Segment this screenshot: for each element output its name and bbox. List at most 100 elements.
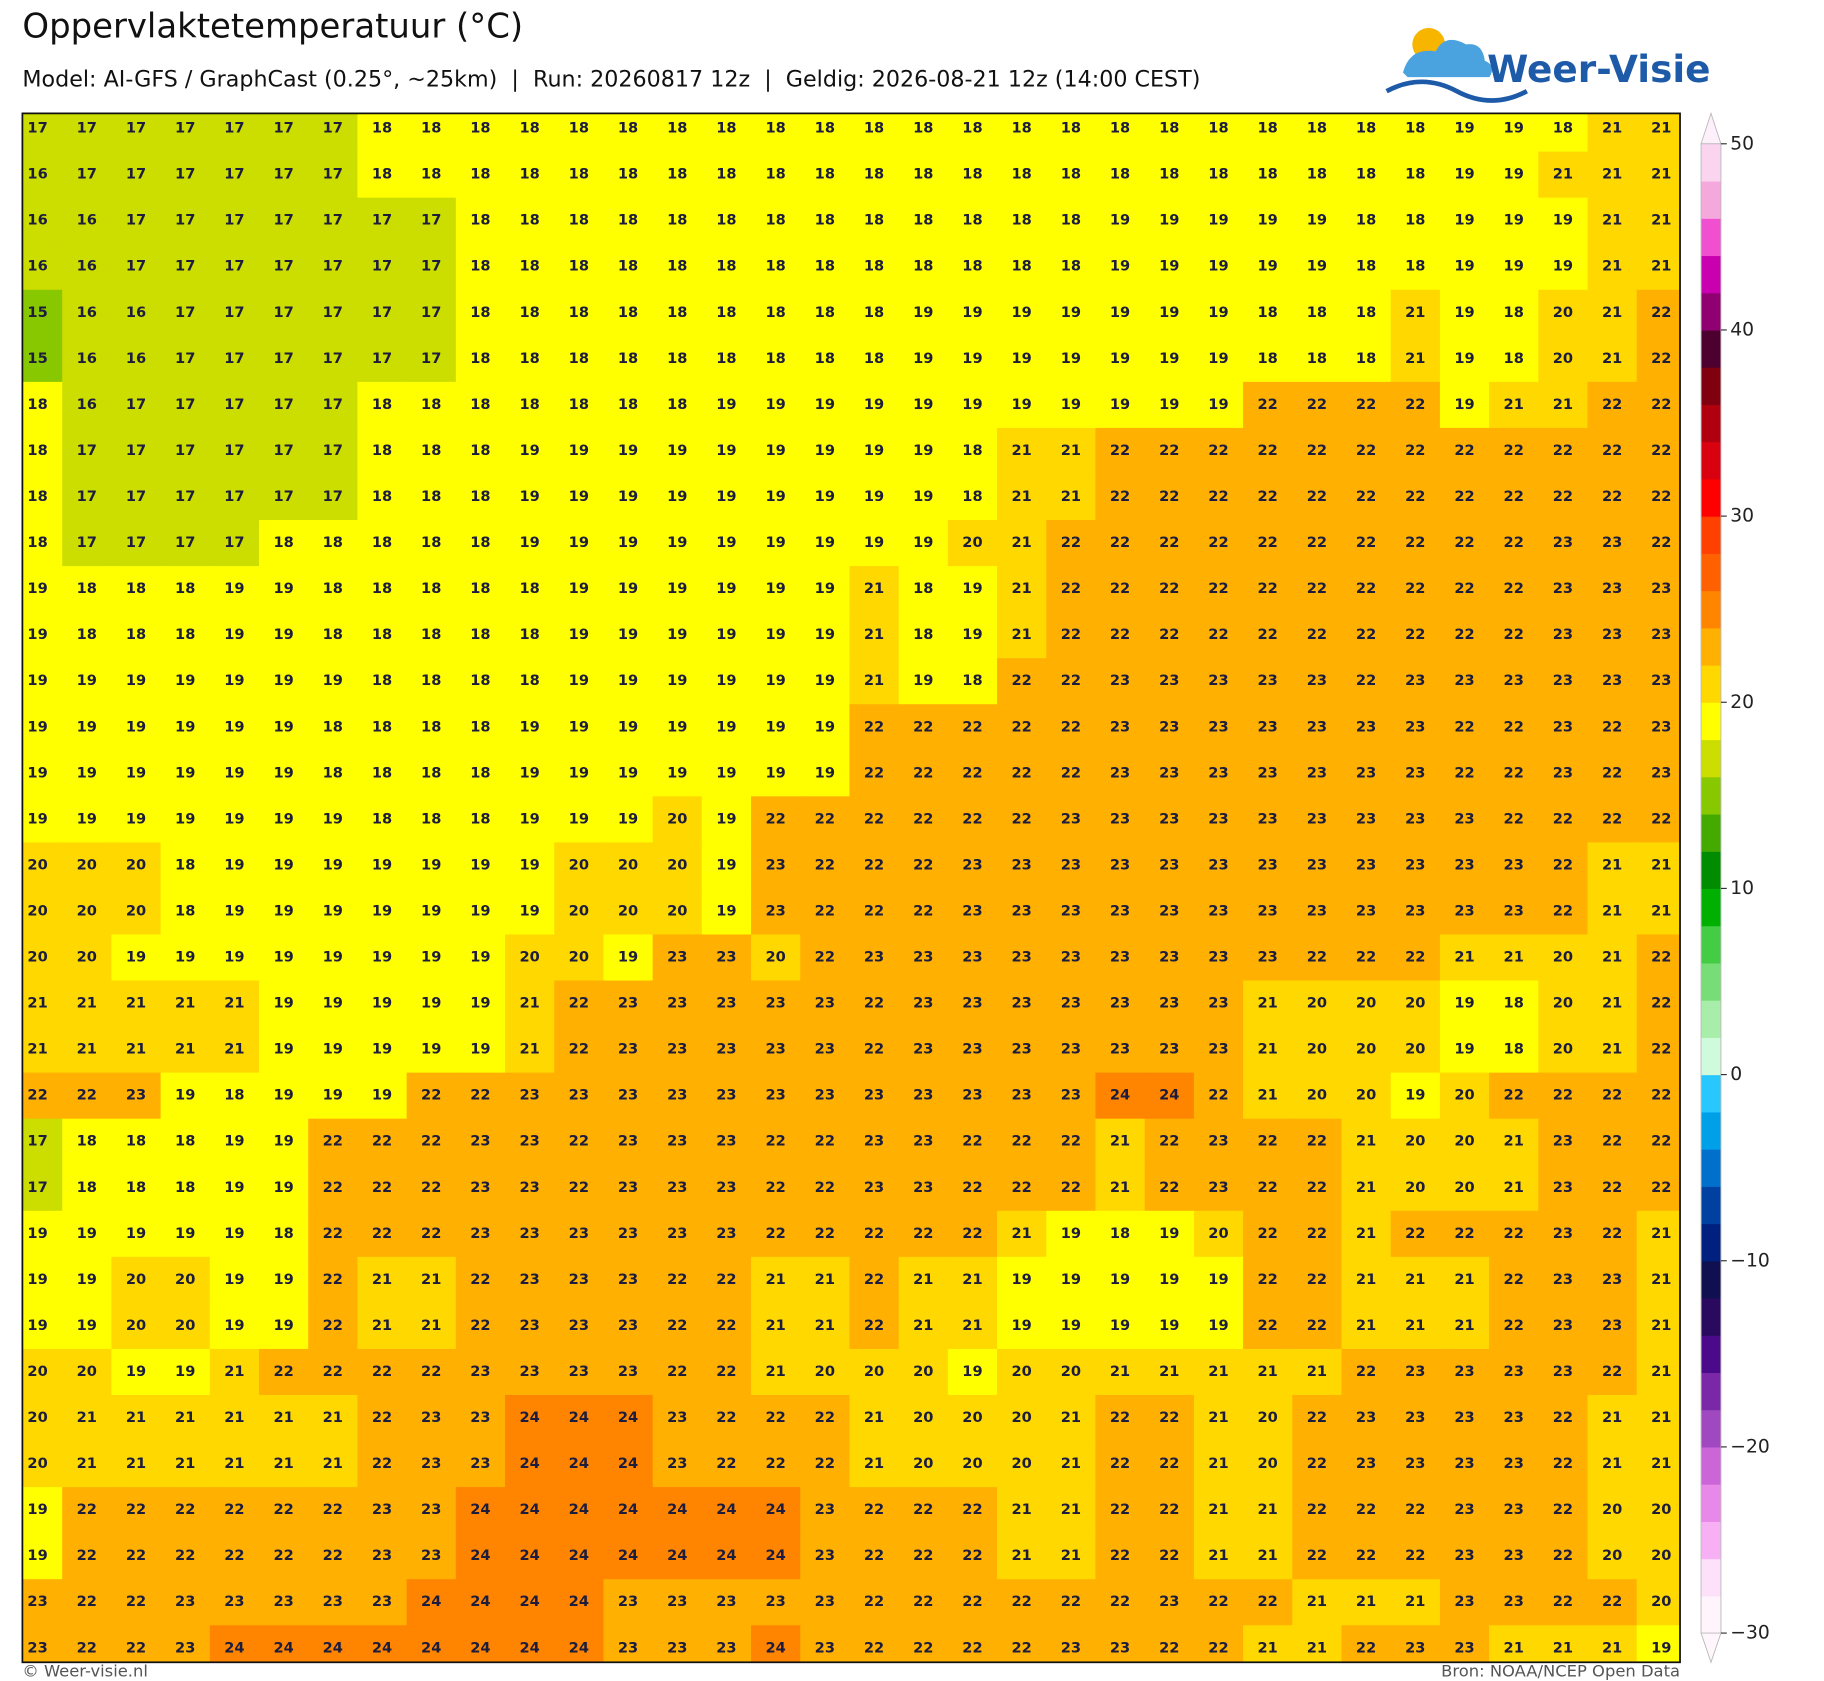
temperature-label: 18 <box>421 580 441 597</box>
temperature-cell <box>1095 1394 1146 1442</box>
temperature-label: 22 <box>372 1363 392 1380</box>
temperature-cell <box>259 1256 309 1304</box>
temperature-cell <box>259 1210 309 1258</box>
temperature-label: 22 <box>815 1133 835 1150</box>
temperature-cell <box>209 151 260 199</box>
temperature-cell <box>22 473 63 521</box>
map-frame <box>21 112 1681 1664</box>
temperature-label: 23 <box>470 1409 490 1426</box>
temperature-cell <box>1636 1118 1681 1166</box>
temperature-label: 19 <box>864 534 884 551</box>
temperature-cell <box>1636 289 1681 337</box>
temperature-cell <box>652 473 703 521</box>
temperature-cell <box>259 934 309 982</box>
temperature-label: 22 <box>470 1271 490 1288</box>
temperature-cell <box>603 1164 654 1212</box>
temperature-label: 17 <box>372 350 392 367</box>
temperature-label: 18 <box>1258 304 1278 321</box>
temperature-label: 22 <box>913 1501 933 1518</box>
temperature-label: 23 <box>1553 1271 1573 1288</box>
temperature-cell <box>357 934 408 982</box>
temperature-label: 20 <box>913 1363 933 1380</box>
temperature-label: 18 <box>126 580 146 597</box>
temperature-cell <box>1439 113 1490 153</box>
temperature-label: 18 <box>1307 304 1327 321</box>
temperature-cell <box>1292 197 1343 245</box>
temperature-label: 19 <box>372 1041 392 1058</box>
temperature-label: 19 <box>27 1547 47 1564</box>
temperature-label: 18 <box>470 120 490 137</box>
temperature-cell <box>1341 1302 1392 1350</box>
temperature-cell <box>701 704 752 751</box>
temperature-label: 18 <box>323 534 343 551</box>
temperature-cell <box>1341 1625 1392 1663</box>
temperature-cell <box>1193 427 1244 475</box>
temperature-cell <box>849 1302 900 1350</box>
temperature-cell <box>1144 1072 1195 1120</box>
temperature-cell <box>160 1394 211 1442</box>
temperature-cell <box>111 1210 162 1258</box>
temperature-cell <box>22 381 63 429</box>
temperature-label: 18 <box>519 626 539 643</box>
temperature-label: 22 <box>1553 442 1573 459</box>
temperature-cell <box>1144 289 1195 337</box>
temperature-cell <box>22 1026 63 1074</box>
temperature-label: 22 <box>1405 626 1425 643</box>
temperature-cell <box>751 1348 801 1396</box>
temperature-cell <box>1095 934 1146 982</box>
temperature-cell <box>1390 381 1441 429</box>
temperature-cell <box>554 1441 605 1488</box>
temperature-cell <box>1587 1533 1638 1580</box>
temperature-cell <box>160 1026 211 1074</box>
temperature-label: 18 <box>1110 1225 1130 1242</box>
temperature-label: 23 <box>1061 1041 1081 1058</box>
temperature-cell <box>1292 1118 1343 1166</box>
temperature-cell <box>1390 1487 1441 1534</box>
temperature-cell <box>1587 1579 1638 1626</box>
colorbar-band <box>1701 1297 1721 1336</box>
temperature-label: 24 <box>1110 1087 1130 1104</box>
temperature-label: 23 <box>1012 1041 1032 1058</box>
temperature-cell <box>1390 934 1441 982</box>
temperature-label: 22 <box>1307 1409 1327 1426</box>
colorbar-tick-label: −20 <box>1730 1436 1769 1457</box>
temperature-cell <box>603 520 654 567</box>
temperature-label: 19 <box>716 626 736 643</box>
temperature-label: 19 <box>815 626 835 643</box>
temperature-cell <box>22 1487 63 1534</box>
temperature-label: 22 <box>1504 764 1524 781</box>
temperature-label: 21 <box>1012 488 1032 505</box>
temperature-label: 22 <box>864 856 884 873</box>
temperature-cell <box>1193 243 1244 291</box>
temperature-label: 19 <box>1208 304 1228 321</box>
temperature-cell <box>209 335 260 383</box>
temperature-cell <box>1439 1118 1490 1166</box>
temperature-cell <box>62 1441 113 1488</box>
temperature-cell <box>22 980 63 1028</box>
temperature-label: 22 <box>1356 396 1376 413</box>
temperature-cell <box>997 1394 1047 1442</box>
temperature-cell <box>1636 1394 1681 1442</box>
temperature-label: 23 <box>667 1455 687 1472</box>
temperature-cell <box>800 473 851 521</box>
colorbar-band <box>1701 1111 1721 1150</box>
temperature-label: 20 <box>962 1409 982 1426</box>
temperature-label: 22 <box>913 810 933 827</box>
temperature-label: 23 <box>1454 1409 1474 1426</box>
temperature-cell <box>1390 750 1441 798</box>
colorbar-band <box>1701 143 1721 182</box>
temperature-cell <box>1439 1164 1490 1212</box>
temperature-label: 22 <box>765 1133 785 1150</box>
temperature-cell <box>1538 980 1589 1028</box>
temperature-cell <box>1439 1487 1490 1534</box>
temperature-label: 22 <box>1258 442 1278 459</box>
colorbar-tick-label: 30 <box>1730 506 1754 527</box>
colorbar-band <box>1701 776 1721 815</box>
temperature-label: 22 <box>1307 1179 1327 1196</box>
temperature-label: 22 <box>1110 1593 1130 1610</box>
temperature-cell <box>997 934 1047 982</box>
temperature-label: 22 <box>1307 1547 1327 1564</box>
temperature-cell <box>1489 1256 1540 1304</box>
temperature-cell <box>701 1164 752 1212</box>
temperature-cell <box>1636 750 1681 798</box>
